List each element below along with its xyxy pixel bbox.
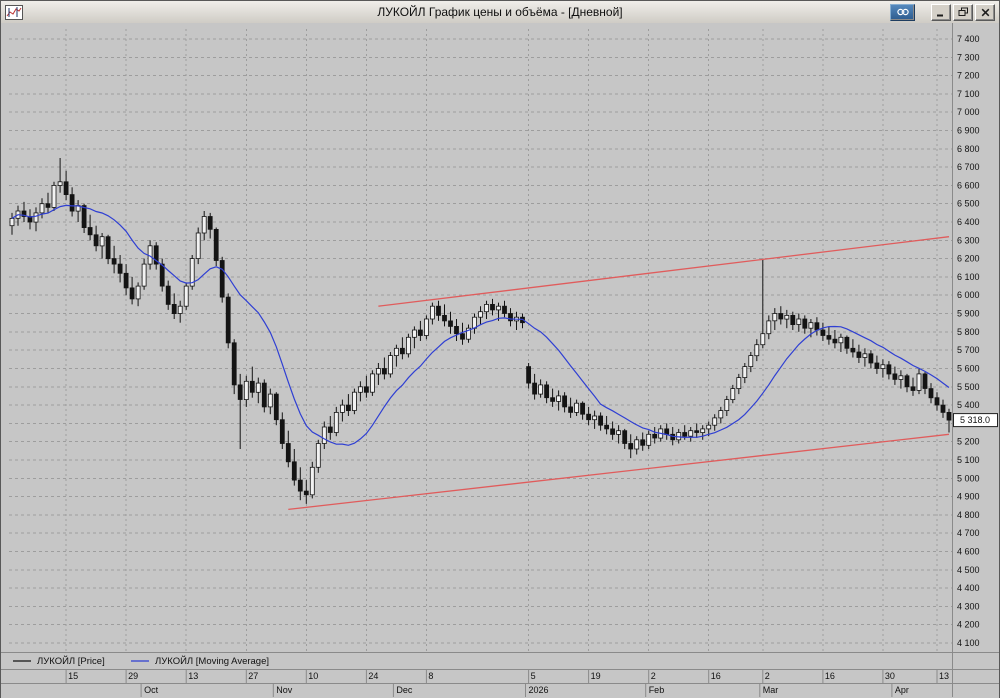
link-button[interactable] [890, 3, 915, 21]
svg-text:5 000: 5 000 [957, 473, 980, 483]
svg-text:16: 16 [825, 671, 835, 681]
last-price-badge: 5 318.0 [953, 413, 998, 428]
svg-text:7 100: 7 100 [957, 89, 980, 99]
svg-text:Mar: Mar [763, 685, 779, 695]
svg-text:8: 8 [428, 671, 433, 681]
grid-layer [9, 29, 952, 652]
ma-series-legend-label: ЛУКОЙЛ [Moving Average] [155, 655, 269, 667]
svg-text:5 700: 5 700 [957, 345, 980, 355]
svg-text:29: 29 [128, 671, 138, 681]
svg-text:6 800: 6 800 [957, 144, 980, 154]
svg-text:4 100: 4 100 [957, 638, 980, 648]
svg-text:Nov: Nov [276, 685, 293, 695]
svg-text:2: 2 [651, 671, 656, 681]
svg-text:4 400: 4 400 [957, 583, 980, 593]
svg-text:6 200: 6 200 [957, 254, 980, 264]
svg-text:4 900: 4 900 [957, 492, 980, 502]
svg-text:7 200: 7 200 [957, 71, 980, 81]
svg-text:Apr: Apr [895, 685, 909, 695]
svg-text:13: 13 [188, 671, 198, 681]
svg-text:7 000: 7 000 [957, 107, 980, 117]
moving-average-line [11, 204, 950, 446]
svg-text:15: 15 [68, 671, 78, 681]
chart-app-icon [5, 4, 23, 20]
chart-panel[interactable]: ЛУКОЙЛ [Price] ЛУКОЙЛ [Moving Average] 7… [1, 23, 999, 698]
svg-text:19: 19 [591, 671, 601, 681]
svg-text:10: 10 [308, 671, 318, 681]
svg-text:2026: 2026 [529, 685, 549, 695]
restore-button[interactable] [953, 3, 973, 21]
price-series-legend-label: ЛУКОЙЛ [Price] [37, 655, 105, 667]
svg-text:4 800: 4 800 [957, 510, 980, 520]
titlebar-buttons [890, 3, 995, 21]
x-cross-icon [981, 8, 989, 16]
svg-text:Dec: Dec [396, 685, 413, 695]
candles-layer [9, 158, 952, 504]
svg-text:4 200: 4 200 [957, 620, 980, 630]
svg-text:24: 24 [368, 671, 378, 681]
svg-text:6 500: 6 500 [957, 199, 980, 209]
svg-text:16: 16 [711, 671, 721, 681]
svg-text:6 600: 6 600 [957, 180, 980, 190]
svg-text:6 700: 6 700 [957, 162, 980, 172]
trendlines-layer [288, 236, 950, 511]
svg-text:4 300: 4 300 [957, 601, 980, 611]
svg-text:Feb: Feb [649, 685, 665, 695]
minimize-bar-icon [937, 14, 943, 16]
svg-text:4 500: 4 500 [957, 565, 980, 575]
svg-text:4 600: 4 600 [957, 547, 980, 557]
svg-text:13: 13 [939, 671, 949, 681]
axis-frame [1, 23, 999, 697]
svg-text:27: 27 [248, 671, 258, 681]
svg-text:6 400: 6 400 [957, 217, 980, 227]
window-title: ЛУКОЙЛ График цены и объёма - [Дневной] [377, 5, 623, 19]
svg-text:5 400: 5 400 [957, 400, 980, 410]
svg-text:30: 30 [885, 671, 895, 681]
minimize-button[interactable] [931, 3, 951, 21]
close-button[interactable] [975, 3, 995, 21]
svg-text:Oct: Oct [144, 685, 159, 695]
svg-text:6 900: 6 900 [957, 126, 980, 136]
svg-text:7 400: 7 400 [957, 34, 980, 44]
svg-text:5 318.0: 5 318.0 [960, 415, 990, 425]
svg-text:5: 5 [531, 671, 536, 681]
svg-text:5 200: 5 200 [957, 437, 980, 447]
svg-text:4 700: 4 700 [957, 528, 980, 538]
svg-text:6 100: 6 100 [957, 272, 980, 282]
svg-text:5 100: 5 100 [957, 455, 980, 465]
svg-text:7 300: 7 300 [957, 52, 980, 62]
svg-text:6 300: 6 300 [957, 235, 980, 245]
titlebar[interactable]: ЛУКОЙЛ График цены и объёма - [Дневной] [1, 1, 999, 23]
y-axis-labels: 7 400 7 300 7 200 7 100 7 000 6 900 6 800 6 700… [957, 34, 980, 648]
chain-link-icon [896, 8, 909, 16]
svg-text:5 600: 5 600 [957, 364, 980, 374]
svg-text:5 800: 5 800 [957, 327, 980, 337]
price-chart[interactable]: ЛУКОЙЛ [Price] ЛУКОЙЛ [Moving Average] 7… [1, 23, 999, 697]
svg-text:6 000: 6 000 [957, 290, 980, 300]
svg-text:5 900: 5 900 [957, 309, 980, 319]
svg-text:5 500: 5 500 [957, 382, 980, 392]
x-axis-labels: 15 29 13 27 10 24 8 5 19 2 16 2 16 30 13 Oct Nov Dec 2026 F… [65, 670, 949, 697]
svg-text:2: 2 [765, 671, 770, 681]
overlapping-windows-icon [958, 7, 968, 16]
